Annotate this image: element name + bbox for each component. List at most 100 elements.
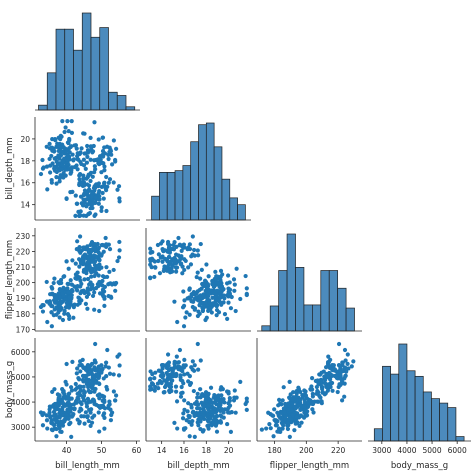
histogram-bar-bill_depth_mm-8 <box>213 146 223 221</box>
scatter-point-flipper_length_mm-body_mass_g-141 <box>291 390 296 395</box>
scatter-point-bill_depth_mm-flipper_length_mm-261 <box>182 267 187 273</box>
scatter-point-bill_length_mm-bill_depth_mm-124 <box>54 159 59 164</box>
scatter-point-bill_length_mm-body_mass_g-326 <box>73 381 78 387</box>
scatter-point-bill_depth_mm-flipper_length_mm-128 <box>214 313 219 318</box>
scatter-point-bill_depth_mm-flipper_length_mm-181 <box>199 267 204 272</box>
scatter-point-bill_length_mm-body_mass_g-295 <box>103 364 108 369</box>
scatter-point-flipper_length_mm-body_mass_g-295 <box>349 364 354 369</box>
scatter-point-bill_length_mm-flipper_length_mm-113 <box>64 300 69 306</box>
scatter-point-bill_length_mm-body_mass_g-62 <box>69 434 74 439</box>
scatter-point-bill_length_mm-flipper_length_mm-261 <box>111 267 116 273</box>
scatter-point-bill_depth_mm-body_mass_g-27 <box>185 409 190 414</box>
scatter-point-bill_depth_mm-flipper_length_mm-143 <box>195 289 200 294</box>
scatter-point-bill_depth_mm-body_mass_g-317 <box>160 371 165 376</box>
scatter-point-bill_length_mm-body_mass_g-244 <box>101 394 107 399</box>
scatter-point-bill_length_mm-body_mass_g-250 <box>100 366 105 371</box>
scatter-point-bill_length_mm-body_mass_g-110 <box>61 413 66 418</box>
scatter-point-bill_depth_mm-body_mass_g-80 <box>195 395 200 400</box>
scatter-point-flipper_length_mm-body_mass_g-25 <box>281 385 286 390</box>
scatter-point-bill_length_mm-body_mass_g-317 <box>74 371 79 376</box>
scatter-point-bill_depth_mm-flipper_length_mm-124 <box>203 300 208 305</box>
histogram-bar-flipper_length_mm-6 <box>312 304 322 332</box>
scatter-point-bill_depth_mm-body_mass_g-326 <box>168 381 173 387</box>
scatter-point-bill_length_mm-body_mass_g-134 <box>58 429 63 434</box>
scatter-point-bill_length_mm-flipper_length_mm-267 <box>77 264 82 269</box>
scatter-point-bill_length_mm-bill_depth_mm-136 <box>48 170 53 175</box>
scatter-point-bill_length_mm-bill_depth_mm-331 <box>89 189 95 195</box>
scatter-point-bill_length_mm-bill_depth_mm-306 <box>90 201 95 206</box>
scatter-point-bill_length_mm-body_mass_g-330 <box>81 384 86 389</box>
scatter-point-bill_length_mm-body_mass_g-113 <box>64 412 69 418</box>
scatter-point-bill_length_mm-body_mass_g-331 <box>89 361 95 366</box>
y-tick-label-flipper_length_mm-210: 210 <box>16 263 31 272</box>
scatter-point-bill_depth_mm-flipper_length_mm-198 <box>210 295 215 300</box>
scatter-point-bill_length_mm-body_mass_g-307 <box>99 363 104 368</box>
scatter-point-flipper_length_mm-body_mass_g-162 <box>310 394 315 399</box>
scatter-point-bill_depth_mm-flipper_length_mm-307 <box>192 253 197 258</box>
scatter-point-flipper_length_mm-body_mass_g-133 <box>289 408 294 413</box>
scatter-point-bill_length_mm-flipper_length_mm-60 <box>85 276 91 282</box>
scatter-point-bill_length_mm-bill_depth_mm-311 <box>92 213 97 218</box>
scatter-point-bill_depth_mm-flipper_length_mm-195 <box>227 292 232 297</box>
scatter-point-bill_depth_mm-body_mass_g-332 <box>198 358 203 363</box>
histogram-bar-bill_depth_mm-3 <box>174 170 184 221</box>
scatter-point-bill_depth_mm-body_mass_g-200 <box>211 410 217 415</box>
scatter-point-bill_length_mm-bill_depth_mm-151 <box>82 131 87 136</box>
scatter-point-bill_length_mm-flipper_length_mm-188 <box>79 298 84 303</box>
scatter-point-bill_length_mm-bill_depth_mm-175 <box>97 154 103 159</box>
scatter-point-bill_length_mm-flipper_length_mm-185 <box>69 292 74 298</box>
scatter-point-flipper_length_mm-body_mass_g-83 <box>264 426 269 431</box>
scatter-point-bill_length_mm-bill_depth_mm-96 <box>41 165 46 170</box>
scatter-point-bill_depth_mm-flipper_length_mm-269 <box>189 254 194 259</box>
scatter-point-bill_length_mm-body_mass_g-126 <box>50 389 55 394</box>
scatter-point-bill_length_mm-body_mass_g-143 <box>59 420 64 425</box>
scatter-point-flipper_length_mm-body_mass_g-301 <box>326 354 331 359</box>
scatter-point-bill_depth_mm-flipper_length_mm-207 <box>204 262 209 267</box>
scatter-point-bill_length_mm-body_mass_g-252 <box>75 366 80 371</box>
scatter-point-bill_length_mm-bill_depth_mm-144 <box>60 119 65 124</box>
scatter-point-flipper_length_mm-body_mass_g-294 <box>324 365 329 370</box>
scatter-point-bill_depth_mm-flipper_length_mm-10 <box>198 276 203 281</box>
scatter-point-bill_depth_mm-flipper_length_mm-318 <box>148 276 153 281</box>
scatter-point-flipper_length_mm-body_mass_g-124 <box>283 403 288 408</box>
scatter-point-flipper_length_mm-body_mass_g-171 <box>310 401 316 407</box>
scatter-point-flipper_length_mm-body_mass_g-331 <box>345 361 350 366</box>
scatter-point-bill_depth_mm-body_mass_g-329 <box>186 379 191 384</box>
histogram-bar-flipper_length_mm-2 <box>278 270 288 332</box>
scatter-point-bill_length_mm-body_mass_g-135 <box>53 412 58 417</box>
scatter-point-bill_depth_mm-body_mass_g-300 <box>166 360 172 365</box>
scatter-point-bill_length_mm-body_mass_g-320 <box>88 368 94 373</box>
scatter-point-bill_length_mm-flipper_length_mm-327 <box>70 258 75 263</box>
y-tick-label-flipper_length_mm-220: 220 <box>16 247 31 256</box>
scatter-point-bill_depth_mm-flipper_length_mm-151 <box>231 277 237 282</box>
scatter-point-flipper_length_mm-body_mass_g-62 <box>287 434 292 439</box>
scatter-point-bill_length_mm-bill_depth_mm-29 <box>70 152 75 157</box>
scatter-point-flipper_length_mm-body_mass_g-208 <box>300 403 305 409</box>
scatter-point-bill_length_mm-bill_depth_mm-323 <box>99 208 104 213</box>
scatter-point-bill_length_mm-flipper_length_mm-142 <box>56 291 61 296</box>
scatter-point-bill_length_mm-body_mass_g-309 <box>82 390 87 395</box>
scatter-point-flipper_length_mm-body_mass_g-23 <box>280 398 285 403</box>
scatter-point-flipper_length_mm-body_mass_g-320 <box>337 368 342 373</box>
scatter-point-bill_length_mm-body_mass_g-209 <box>106 403 111 408</box>
scatter-point-bill_length_mm-flipper_length_mm-109 <box>58 277 64 283</box>
scatter-point-bill_length_mm-bill_depth_mm-13 <box>69 130 75 136</box>
scatter-point-flipper_length_mm-body_mass_g-224 <box>351 359 356 364</box>
scatter-point-bill_depth_mm-body_mass_g-208 <box>201 403 207 409</box>
scatter-point-bill_depth_mm-body_mass_g-224 <box>190 359 195 364</box>
scatter-point-bill_depth_mm-body_mass_g-319 <box>176 366 181 372</box>
scatter-point-bill_length_mm-bill_depth_mm-327 <box>70 189 75 194</box>
y-tick-label-bill_depth_mm-16: 16 <box>20 179 30 188</box>
scatter-point-bill_length_mm-body_mass_g-165 <box>90 415 95 420</box>
y-tick-label-bill_depth_mm-18: 18 <box>20 157 30 166</box>
histogram-bar-flipper_length_mm-7 <box>320 270 330 332</box>
scatter-point-bill_length_mm-bill_depth_mm-189 <box>85 154 90 159</box>
scatter-point-bill_depth_mm-flipper_length_mm-189 <box>208 306 213 311</box>
scatter-point-bill_length_mm-flipper_length_mm-209 <box>106 293 111 299</box>
x-tick-label-bill_depth_mm-16: 16 <box>179 446 189 455</box>
scatter-point-bill_depth_mm-body_mass_g-307 <box>192 363 197 368</box>
scatter-point-bill_depth_mm-flipper_length_mm-312 <box>169 265 174 271</box>
scatter-point-bill_length_mm-flipper_length_mm-161 <box>92 307 97 312</box>
scatter-point-bill_length_mm-body_mass_g-200 <box>83 410 88 415</box>
scatter-point-bill_length_mm-body_mass_g-323 <box>99 370 104 375</box>
